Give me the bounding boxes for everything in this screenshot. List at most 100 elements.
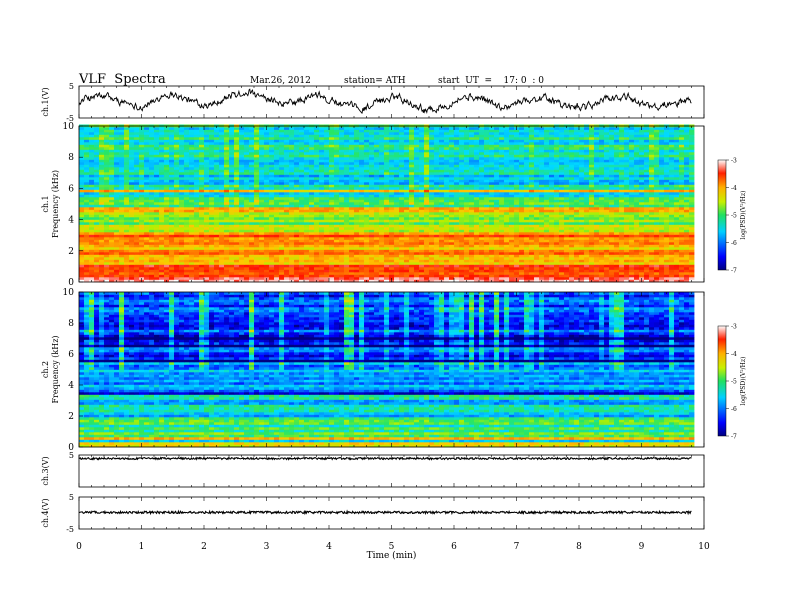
spectrogram-cell: [239, 194, 245, 198]
spectrogram-cell: [404, 199, 410, 203]
spectrogram-cell: [489, 229, 495, 233]
spectrogram-cell: [379, 189, 385, 193]
spectrogram-cell: [574, 277, 580, 280]
spectrogram-cell: [554, 219, 560, 223]
spectrogram-cell: [264, 184, 270, 188]
spectrogram-cell: [474, 254, 480, 258]
spectrogram-cell: [154, 192, 160, 195]
spectrogram-cell: [389, 217, 395, 220]
spectrogram-cell: [84, 224, 90, 228]
spectrogram-cell: [474, 234, 480, 238]
spectrogram-cell: [514, 269, 520, 273]
spectrogram-cell: [359, 274, 365, 278]
spectrogram-cell: [149, 272, 155, 275]
spectrogram-cell: [189, 214, 195, 218]
spectrogram-cell: [529, 224, 535, 228]
spectrogram-cell: [149, 187, 155, 190]
spectrogram-cell: [344, 254, 350, 258]
spectrogram-cell: [514, 244, 520, 248]
spectrogram-cell: [624, 189, 630, 193]
spectrogram-cell: [234, 222, 240, 225]
spectrogram-cell: [354, 212, 360, 215]
spectrogram-cell: [194, 274, 200, 278]
spectrogram-cell: [99, 279, 105, 283]
spectrogram-cell: [509, 194, 515, 198]
spectrogram-cell: [294, 259, 300, 263]
spectrogram-cell: [434, 244, 440, 248]
spectrogram-cell: [429, 249, 435, 253]
spectrogram-cell: [679, 219, 685, 223]
spectrogram-cell: [539, 232, 545, 235]
spectrogram-cell: [269, 192, 275, 195]
spectrogram-cell: [214, 237, 220, 240]
spectrogram-cell: [639, 222, 645, 225]
spectrogram-cell: [249, 207, 255, 210]
spectrogram-cell: [554, 247, 560, 250]
spectrogram-cell: [399, 279, 405, 283]
spectrogram-cell: [629, 202, 635, 205]
spectrogram-cell: [279, 217, 285, 220]
spectrogram-cell: [319, 187, 325, 190]
spectrogram-cell: [334, 202, 340, 205]
spectrogram-cell: [404, 264, 410, 268]
spectrogram-cell: [594, 257, 600, 260]
spectrogram-cell: [659, 262, 665, 265]
spectrogram-cell: [599, 209, 605, 213]
spectrogram-cell: [594, 264, 600, 268]
spectrogram-cell: [259, 244, 265, 248]
spectrogram-cell: [464, 267, 470, 270]
spectrogram-cell: [389, 207, 395, 210]
spectrogram-cell: [324, 239, 330, 243]
spectrogram-cell: [209, 272, 215, 275]
spectrogram-cell: [234, 249, 240, 253]
spectrogram-cell: [119, 262, 125, 265]
spectrogram-cell: [219, 277, 225, 280]
spectrogram-cell: [124, 254, 130, 258]
spectrogram-cell: [439, 274, 445, 278]
spectrogram-cell: [644, 264, 650, 268]
spectrogram-cell: [379, 227, 385, 230]
spectrogram-cell: [574, 264, 580, 268]
spectrogram-cell: [279, 204, 285, 208]
spectrogram-cell: [394, 192, 400, 195]
spectrogram-cell: [219, 209, 225, 213]
spectrogram-cell: [414, 207, 420, 210]
spectrogram-cell: [124, 182, 130, 185]
spectrogram-cell: [264, 222, 270, 225]
spectrogram-cell: [599, 232, 605, 235]
spectrogram-cell: [439, 202, 445, 205]
spectrogram-cell: [84, 199, 90, 203]
spectrogram-cell: [229, 272, 235, 275]
spectrogram-cell: [204, 207, 210, 210]
spectrogram-cell: [344, 257, 350, 260]
spectrogram-cell: [129, 279, 135, 283]
spectrogram-cell: [564, 234, 570, 238]
spectrogram-cell: [509, 234, 515, 238]
spectrogram-cell: [364, 229, 370, 233]
spectrogram-cell: [449, 194, 455, 198]
spectrogram-cell: [459, 234, 465, 238]
spectrogram-cell: [309, 209, 315, 213]
spectrogram-cell: [279, 197, 285, 200]
spectrogram-cell: [679, 274, 685, 278]
spectrogram-cell: [89, 229, 95, 233]
spectrogram-cell: [114, 182, 120, 185]
spectrogram-cell: [169, 257, 175, 260]
spectrogram-cell: [244, 187, 250, 190]
spectrogram-cell: [594, 184, 600, 188]
spectrogram-cell: [384, 264, 390, 268]
spectrogram-cell: [374, 219, 380, 223]
spectrogram-cell: [244, 259, 250, 263]
spectrogram-cell: [84, 237, 90, 240]
spectrogram-cell: [644, 262, 650, 265]
spectrogram-cell: [484, 277, 490, 280]
spectrogram-cell: [309, 267, 315, 270]
spectrogram-cell: [584, 209, 590, 213]
spectrogram-cell: [414, 197, 420, 200]
spectrogram-cell: [179, 192, 185, 195]
spectrogram-cell: [604, 279, 610, 283]
spectrogram-cell: [524, 237, 530, 240]
spectrogram-cell: [414, 187, 420, 190]
spectrogram-cell: [399, 217, 405, 220]
spectrogram-cell: [499, 192, 505, 195]
